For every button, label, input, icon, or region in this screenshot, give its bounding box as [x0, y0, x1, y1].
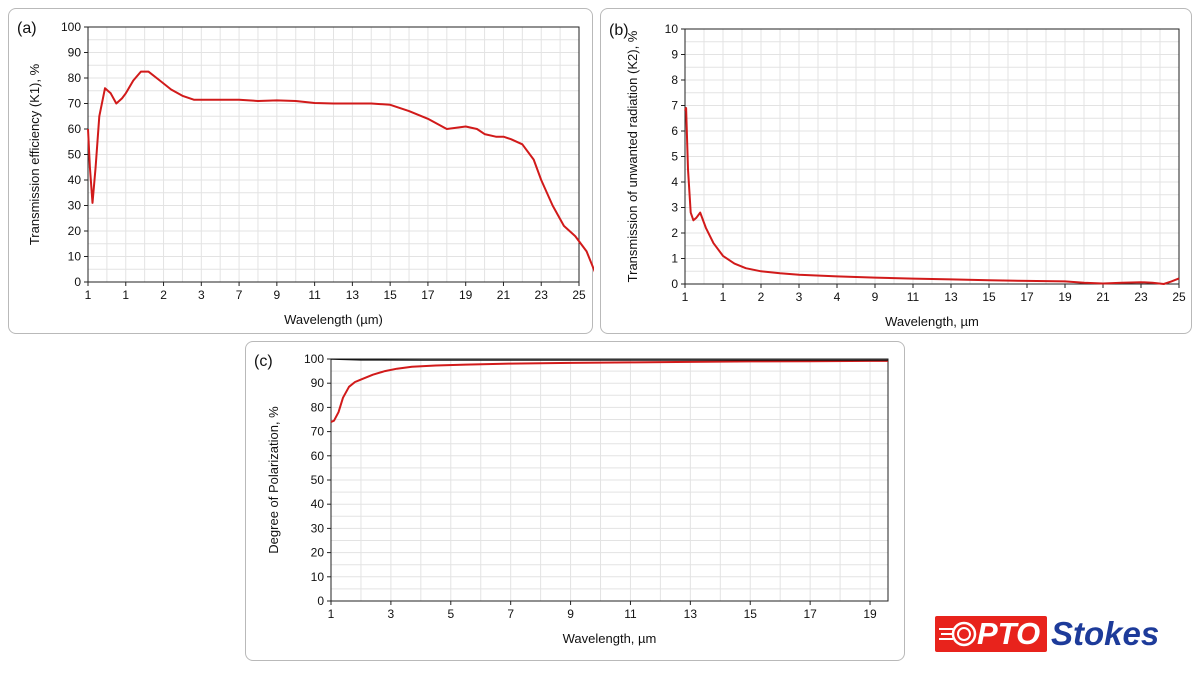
x-axis-label: Wavelength, µm: [563, 631, 657, 646]
x-tick-label: 3: [796, 290, 803, 304]
y-axis-label: Degree of Polarization, %: [266, 406, 281, 554]
y-tick-label: 90: [311, 376, 325, 390]
x-tick-label: 7: [507, 607, 514, 621]
x-tick-label: 17: [421, 288, 435, 302]
x-tick-label: 21: [1096, 290, 1110, 304]
y-tick-label: 60: [68, 122, 82, 136]
x-tick-label: 13: [944, 290, 958, 304]
y-tick-label: 50: [311, 473, 325, 487]
x-tick-label: 2: [160, 288, 167, 302]
x-tick-label: 13: [346, 288, 360, 302]
x-tick-label: 1: [682, 290, 689, 304]
x-tick-label: 11: [907, 290, 920, 304]
y-tick-label: 50: [68, 148, 82, 162]
y-tick-label: 80: [311, 400, 325, 414]
y-tick-label: 7: [671, 99, 678, 113]
x-axis-label: Wavelength, µm: [885, 314, 979, 329]
y-tick-label: 5: [671, 150, 678, 164]
x-tick-label: 19: [1058, 290, 1072, 304]
y-tick-label: 40: [311, 497, 325, 511]
logo-text-stokes: Stokes: [1051, 615, 1160, 652]
y-tick-label: 2: [671, 226, 678, 240]
grid: [684, 28, 1179, 285]
panel-label: (a): [17, 20, 37, 37]
y-tick-label: 20: [311, 546, 325, 560]
y-tick-label: 4: [671, 175, 678, 189]
chart-panel-b: 0 1 2 3 4 5 6 7 8 9 10 1 1 2 3 4 9 11 13 15 17 19 21 23 25 Wavele…: [600, 8, 1192, 334]
x-tick-label: 19: [459, 288, 473, 302]
x-tick-label: 17: [1020, 290, 1034, 304]
y-tick-label: 80: [68, 71, 82, 85]
y-tick-label: 3: [671, 201, 678, 215]
y-tick-label: 20: [68, 224, 82, 238]
x-tick-label: 15: [744, 607, 758, 621]
logo-text-pto: PTO: [977, 616, 1041, 651]
x-tick-label: 25: [572, 288, 586, 302]
x-tick-label: 7: [236, 288, 243, 302]
grid: [87, 26, 579, 283]
x-tick-label: 11: [624, 607, 637, 621]
x-tick-label: 9: [872, 290, 879, 304]
x-tick-label: 2: [758, 290, 765, 304]
y-tick-label: 9: [671, 48, 678, 62]
y-tick-label: 70: [68, 97, 82, 111]
y-tick-label: 90: [68, 46, 82, 60]
x-tick-label: 1: [720, 290, 727, 304]
series-line: [87, 70, 594, 273]
panel-label: (c): [254, 353, 273, 370]
x-tick-label: 13: [684, 607, 698, 621]
x-tick-label: 9: [274, 288, 281, 302]
y-tick-label: 0: [671, 277, 678, 291]
y-tick-label: 40: [68, 173, 82, 187]
y-tick-label: 30: [68, 199, 82, 213]
y-axis-label: Transmission of unwanted radiation (K2),…: [625, 30, 640, 282]
x-tick-label: 4: [834, 290, 841, 304]
y-tick-label: 1: [671, 252, 678, 266]
x-tick-label: 17: [803, 607, 817, 621]
chart-panel-a: 0 10 20 30 40 50 60 70 80 90 100 1 1 2 3 7 9 11 13 15 17 19 21…: [8, 8, 594, 334]
ptostokes-logo: PTO Stokes: [935, 612, 1185, 656]
x-tick-label: 23: [535, 288, 549, 302]
series-line: [330, 358, 888, 361]
y-axis-label: Transmission efficiency (K1), %: [27, 63, 42, 245]
y-tick-label: 6: [671, 124, 678, 138]
x-tick-label: 23: [1134, 290, 1148, 304]
y-tick-label: 10: [665, 22, 679, 36]
series-line: [684, 107, 1180, 285]
x-tick-label: 25: [1172, 290, 1186, 304]
y-tick-label: 100: [304, 352, 324, 366]
x-tick-label: 15: [982, 290, 996, 304]
x-tick-label: 19: [863, 607, 877, 621]
x-axis-label: Wavelength (µm): [284, 312, 383, 327]
y-tick-label: 70: [311, 425, 325, 439]
y-tick-label: 30: [311, 521, 325, 535]
y-tick-label: 10: [311, 570, 325, 584]
x-tick-label: 1: [85, 288, 92, 302]
x-tick-label: 1: [328, 607, 335, 621]
x-tick-label: 1: [122, 288, 129, 302]
y-tick-label: 100: [61, 20, 81, 34]
x-tick-label: 3: [388, 607, 395, 621]
y-tick-label: 60: [311, 449, 325, 463]
y-tick-label: 0: [317, 594, 324, 608]
series-line: [330, 359, 888, 423]
y-tick-label: 10: [68, 250, 82, 264]
chart-panel-c: 0 10 20 30 40 50 60 70 80 90 100 1 3 5 7 9 11 13 15 17 19 Wav…: [245, 341, 905, 661]
panel-label: (b): [609, 22, 629, 39]
x-tick-label: 11: [308, 288, 321, 302]
x-tick-label: 5: [447, 607, 454, 621]
x-tick-label: 9: [567, 607, 574, 621]
x-tick-label: 3: [198, 288, 205, 302]
grid: [330, 358, 888, 602]
x-tick-label: 21: [497, 288, 511, 302]
y-tick-label: 0: [74, 275, 81, 289]
y-tick-label: 8: [671, 73, 678, 87]
logo-lens-icon: [939, 621, 977, 647]
x-tick-label: 15: [383, 288, 397, 302]
